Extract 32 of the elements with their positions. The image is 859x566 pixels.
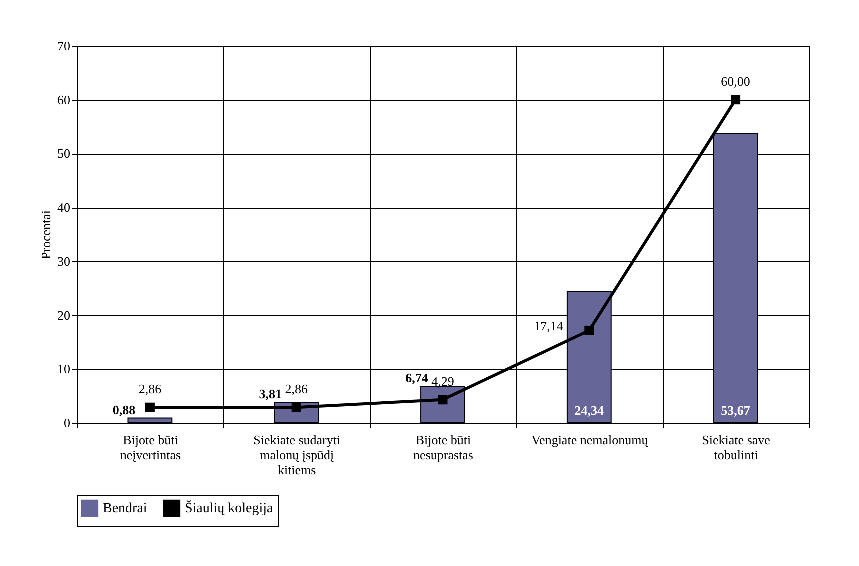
data-label: 60,00 — [721, 74, 750, 89]
y-tick-label: 30 — [58, 254, 70, 269]
y-tick-label: 10 — [58, 362, 70, 377]
y-axis-title: Procentai — [38, 210, 54, 260]
data-label: 6,74 — [406, 370, 429, 386]
point — [731, 95, 741, 105]
data-label: 2,86 — [138, 382, 162, 397]
data-label: 0,88 — [112, 402, 136, 418]
data-label: 2,86 — [285, 382, 308, 397]
point — [584, 326, 594, 336]
data-label: 4,29 — [432, 374, 454, 389]
y-tick-label: 50 — [58, 146, 70, 162]
y-tick-label: 20 — [58, 308, 70, 323]
x-tick-label: Siekiate save tobulinti — [702, 432, 771, 462]
y-tick-label: 40 — [58, 200, 70, 216]
point — [145, 402, 155, 412]
x-tick-label: Vengiate nemalonumų — [532, 432, 649, 448]
data-label: 24,34 — [574, 403, 605, 418]
data-label: 17,14 — [534, 318, 564, 334]
x-tick-label: Siekiate sudaryti malonų įspūdį kitiems — [254, 432, 341, 478]
x-tick-label: Bijote būti neįvertintas — [120, 432, 182, 462]
x-tick-label: Bijote būti nesuprastas — [414, 432, 474, 462]
data-label: 3,81 — [259, 386, 282, 402]
y-tick-label: 0 — [64, 416, 70, 430]
bar — [128, 418, 173, 424]
data-label: 53,67 — [721, 403, 751, 418]
legend-label: Šiaulių kolegija — [185, 499, 274, 516]
y-tick-label: 70 — [58, 38, 70, 54]
point — [292, 402, 302, 412]
point — [438, 395, 448, 405]
y-tick-label: 60 — [58, 92, 70, 108]
legend-label: Bendrai — [103, 501, 148, 516]
